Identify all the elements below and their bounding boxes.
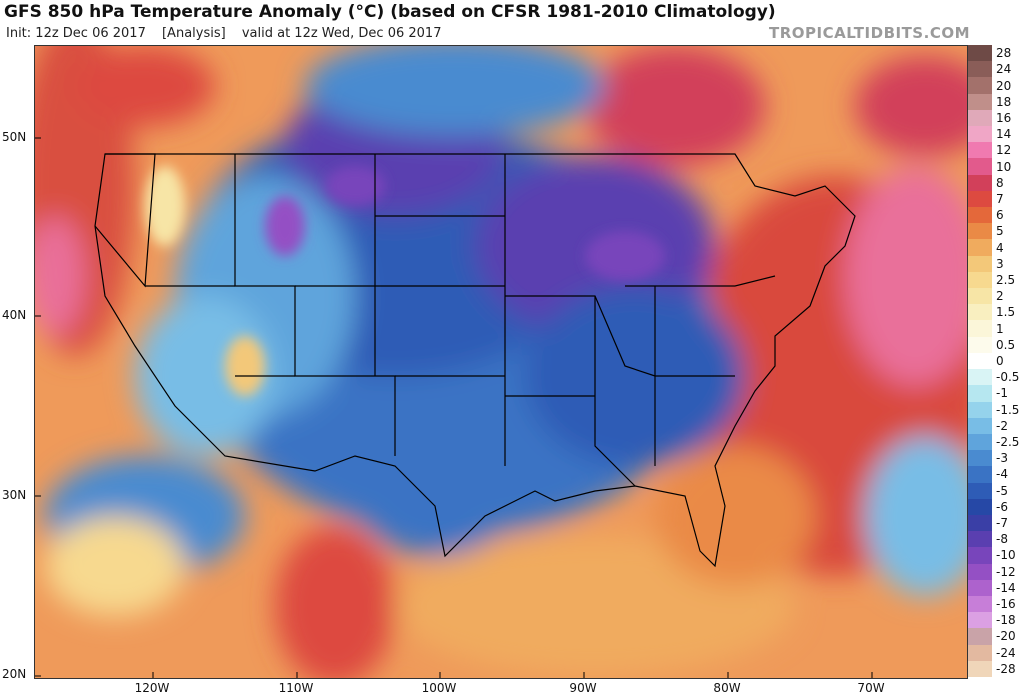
color-scale-swatch <box>968 320 992 338</box>
lon-label-70w: 70W <box>857 681 885 695</box>
color-scale-label: -6 <box>996 499 1008 514</box>
lat-label-30n: 30N <box>2 488 27 502</box>
color-scale-label: -28 <box>996 661 1016 676</box>
color-scale-swatch <box>968 207 992 224</box>
color-scale-label: -12 <box>996 564 1016 579</box>
color-scale-label: 2 <box>996 289 1004 304</box>
color-scale-swatch <box>968 336 992 354</box>
color-scale-swatch <box>968 531 992 548</box>
color-scale-swatch <box>968 61 992 78</box>
color-scale-label: 20 <box>996 78 1012 93</box>
color-scale-swatch <box>968 466 992 484</box>
init-time: Init: 12z Dec 06 2017 <box>6 26 146 41</box>
color-scale-swatch <box>968 223 992 240</box>
color-scale-label: -1.5 <box>996 402 1020 417</box>
color-scale-label: -5 <box>996 483 1008 498</box>
color-scale-swatch <box>968 547 992 565</box>
lon-label-110w: 110W <box>278 681 314 695</box>
analysis-tag: [Analysis] <box>161 26 226 41</box>
color-scale-swatch <box>968 255 992 273</box>
temperature-anomaly-map <box>34 45 968 679</box>
color-scale-label: 4 <box>996 240 1004 255</box>
color-scale-swatch <box>968 628 992 646</box>
brand-watermark: TROPICALTIDBITS.COM <box>769 24 970 42</box>
color-scale-label: 16 <box>996 110 1012 125</box>
color-scale-swatch <box>968 433 992 451</box>
lat-label-40n: 40N <box>2 308 27 322</box>
color-scale-label: -2 <box>996 418 1008 433</box>
color-scale-label: -16 <box>996 597 1016 612</box>
map-title: GFS 850 hPa Temperature Anomaly (°C) (ba… <box>4 2 776 22</box>
color-scale-swatch <box>968 660 992 678</box>
color-scale-label: -8 <box>996 532 1008 547</box>
color-scale-label: -18 <box>996 613 1016 628</box>
color-scale-bar <box>968 45 992 678</box>
color-scale-swatch <box>968 417 992 435</box>
color-scale-swatch <box>968 174 992 192</box>
color-scale-label: 14 <box>996 127 1012 142</box>
color-scale-label: -24 <box>996 645 1016 660</box>
color-scale-swatch <box>968 595 992 613</box>
color-scale-label: 1.5 <box>996 305 1016 320</box>
color-scale-swatch <box>968 190 992 208</box>
color-scale-label: 24 <box>996 62 1012 77</box>
color-scale-swatch <box>968 514 992 532</box>
color-scale-label: 6 <box>996 208 1004 223</box>
political-borders <box>94 153 856 568</box>
color-scale-swatch <box>968 579 992 597</box>
color-scale-label: -20 <box>996 629 1016 644</box>
color-scale-swatch <box>968 369 992 386</box>
color-scale-swatch <box>968 271 992 289</box>
map-subtitle: Init: 12z Dec 06 2017 [Analysis] valid a… <box>6 26 453 41</box>
color-scale-label: 7 <box>996 191 1004 206</box>
color-scale-swatch <box>968 158 992 176</box>
lon-label-80w: 80W <box>713 681 741 695</box>
color-scale-swatch <box>968 563 992 581</box>
anomaly-detail <box>145 166 665 396</box>
color-scale-swatch <box>968 45 992 62</box>
color-scale-swatch <box>968 239 992 257</box>
color-scale-label: -10 <box>996 548 1016 563</box>
color-scale-swatch <box>968 401 992 419</box>
lon-label-100w: 100W <box>421 681 457 695</box>
color-scale-label: -14 <box>996 580 1016 595</box>
color-scale-label: -1 <box>996 386 1008 401</box>
color-scale-swatch <box>968 352 992 370</box>
color-scale-swatch <box>968 142 992 159</box>
color-scale-label: -3 <box>996 451 1008 466</box>
color-scale-label: -0.5 <box>996 370 1020 385</box>
color-scale-label: 5 <box>996 224 1004 239</box>
color-scale-label: 28 <box>996 46 1012 61</box>
lat-lon-ticks <box>35 137 873 678</box>
valid-time: valid at 12z Wed, Dec 06 2017 <box>241 26 442 41</box>
lon-label-90w: 90W <box>569 681 597 695</box>
color-scale-swatch <box>968 304 992 321</box>
color-scale-swatch <box>968 644 992 662</box>
lat-label-20n: 20N <box>2 667 27 681</box>
color-scale-label: 0 <box>996 354 1004 368</box>
color-scale-swatch <box>968 612 992 629</box>
color-scale-swatch <box>968 482 992 500</box>
color-scale-swatch <box>968 77 992 95</box>
color-scale-swatch <box>968 498 992 516</box>
color-scale-label: 18 <box>996 94 1012 109</box>
lat-label-50n: 50N <box>2 130 27 144</box>
color-scale-label: 0.5 <box>996 337 1016 352</box>
color-scale-label: 1 <box>996 321 1004 336</box>
color-scale-label: -2.5 <box>996 435 1020 450</box>
color-scale-label: -7 <box>996 516 1008 531</box>
color-scale-label: 2.5 <box>996 272 1016 287</box>
lon-label-120w: 120W <box>134 681 170 695</box>
color-scale-label: 12 <box>996 143 1012 158</box>
color-scale-label: 8 <box>996 175 1004 190</box>
color-scale-label: -4 <box>996 467 1008 482</box>
color-scale-swatch <box>968 109 992 127</box>
color-scale-label: 3 <box>996 256 1004 271</box>
color-scale-swatch <box>968 126 992 143</box>
color-scale-swatch <box>968 385 992 402</box>
color-scale-label: 10 <box>996 159 1012 174</box>
color-scale-swatch <box>968 93 992 111</box>
color-scale-swatch <box>968 288 992 305</box>
color-scale-swatch <box>968 450 992 467</box>
